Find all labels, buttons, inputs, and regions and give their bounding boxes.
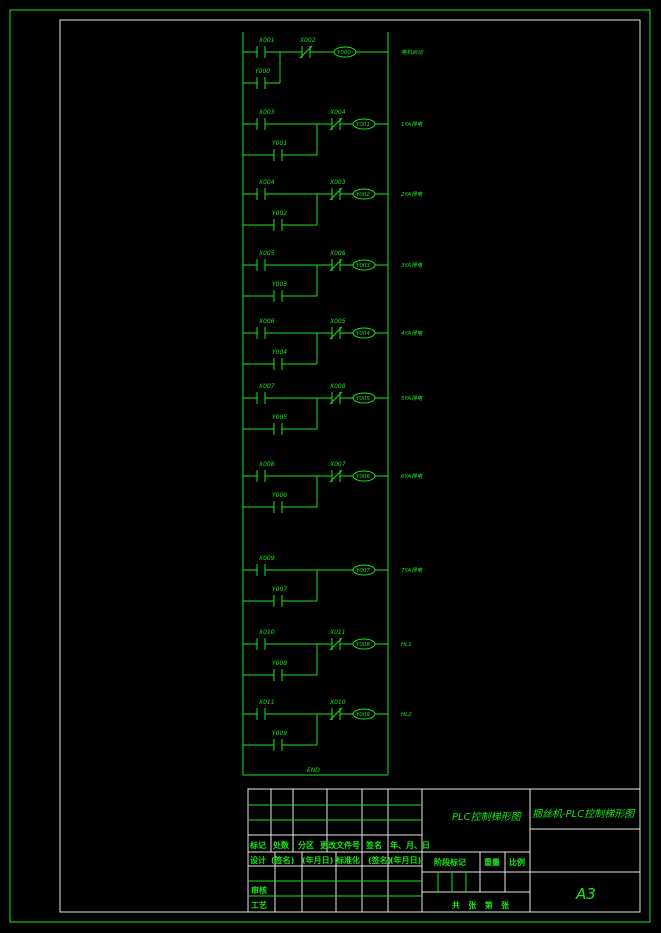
coil-label: Y007 [356,568,370,574]
inner-frame [59,19,641,913]
contact-label: X008 [258,461,275,468]
rung-3: X004 Y002 X003 Y002 2YA得电 [242,179,423,231]
weight-label: 重量 [484,857,500,867]
design-row: 设计 (签名) (年月日) 标准化 (签名)(年月日) [250,855,421,865]
rung-9: X010 Y008 X011 Y008 HL1 [242,629,412,681]
contact-label: X007 [258,383,275,390]
interlock-label: X011 [329,629,346,636]
nc-slash [329,391,343,405]
output-label: HL2 [401,712,412,718]
output-label: 2YA得电 [401,191,423,198]
output-label: 6YA得电 [401,473,423,480]
rung-1: X001 Y000 X002 Y000 电机启动 [242,37,425,89]
ladder-diagram: X001 Y000 X002 Y000 电机启动 X003 Y001 X004 Y001 1YA得… [242,32,425,776]
header-cell: 标记 [249,840,266,850]
contact-label: X009 [258,555,275,562]
design-cell: (年月日) [390,855,421,865]
hold-contact-label: Y000 [255,68,270,75]
contact-label: X004 [258,179,275,186]
interlock-label: X003 [329,179,346,186]
output-label: 7YA得电 [401,567,423,574]
hold-contact-label: Y004 [272,349,287,356]
nc-slash [329,707,343,721]
nc-slash [329,117,343,131]
stage-mark: 阶段标记 [434,857,466,867]
scale-label: 比例 [509,857,525,867]
process-label: 工艺 [251,900,267,910]
header-cell: 签名 [365,840,382,850]
coil-label: Y005 [356,396,370,402]
header-cell: 分区 [298,840,314,850]
rung-10: X011 Y009 X010 Y009 HL2 [242,699,412,751]
header-cell: 更改文件号 [320,840,360,850]
coil-label: Y004 [356,331,370,337]
hold-contact-label: Y006 [272,492,287,499]
revision-headers: 标记 处数 分区 更改文件号 签名 年、月、日 [249,840,430,850]
interlock-label: X004 [329,109,346,116]
hold-contact-label: Y003 [272,281,287,288]
output-label: 3YA得电 [401,262,423,269]
rung-6: X007 Y005 X008 Y005 5YA得电 [242,383,423,435]
nc-slash [299,45,313,59]
review-label: 审核 [251,885,267,895]
nc-slash [329,258,343,272]
nc-slash [329,326,343,340]
output-label: 1YA得电 [401,121,423,128]
design-cell: 标准化 [335,855,360,865]
hold-contact-label: Y007 [272,586,287,593]
interlock-label: X010 [329,699,346,706]
design-cell: (签名) [271,855,294,865]
interlock-label: X006 [329,250,346,257]
rung-8: X009 Y007 Y007 7YA得电 [242,555,423,607]
rung-4: X005 Y003 X006 Y003 3YA得电 [242,250,423,302]
contact-label: X001 [258,37,275,44]
drawing-name: PLC控制梯形图 [452,811,523,823]
sheet-count: 共 张 第 张 [452,900,510,910]
design-cell: (签名) [368,855,391,865]
outer-border [9,9,651,923]
contact-label: X005 [258,250,275,257]
output-label: HL1 [401,642,412,648]
rung-5: X006 Y004 X005 Y004 4YA得电 [242,318,423,370]
interlock-label: X007 [329,461,346,468]
output-label: 电机启动 [401,49,425,56]
design-cell: 设计 [250,855,266,865]
coil-label: Y000 [337,50,351,56]
interlock-label: X005 [329,318,346,325]
output-label: 4YA得电 [401,330,423,337]
hold-contact-label: Y009 [272,730,287,737]
contact-label: X003 [258,109,275,116]
coil-label: Y001 [356,122,370,128]
header-cell: 年、月、日 [390,840,430,850]
nc-slash [329,637,343,651]
sheet-size: A3 [575,885,596,903]
coil-label: Y002 [356,192,370,198]
nc-slash [329,187,343,201]
interlock-label: X002 [299,37,316,44]
output-label: 5YA得电 [401,395,423,402]
coil-label: Y008 [356,642,370,648]
hold-contact-label: Y005 [272,414,287,421]
contact-label: X011 [258,699,275,706]
hold-contact-label: Y001 [272,140,287,147]
hold-contact-label: Y002 [272,210,287,217]
title-block [247,788,641,913]
coil-label: Y006 [356,474,370,480]
project-title: 捆丝机-PLC控制梯形图 [532,808,636,820]
nc-slash [329,469,343,483]
interlock-label: X008 [329,383,346,390]
end-label: END [307,767,320,774]
hold-contact-label: Y008 [272,660,287,667]
design-cell: (年月日) [302,855,333,865]
coil-label: Y009 [356,712,370,718]
rung-2: X003 Y001 X004 Y001 1YA得电 [242,109,423,161]
coil-label: Y003 [356,263,370,269]
contact-label: X010 [258,629,275,636]
contact-label: X006 [258,318,275,325]
header-cell: 处数 [272,840,290,850]
rung-7: X008 Y006 X007 Y006 6YA得电 [242,461,423,513]
